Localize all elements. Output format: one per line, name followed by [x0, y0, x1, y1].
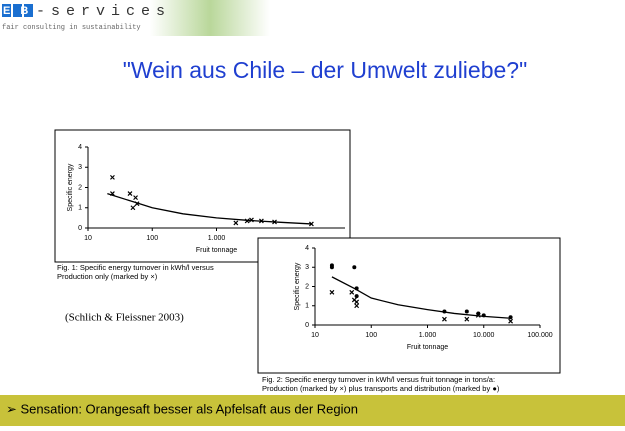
logo-block: [24, 4, 33, 17]
trend-line: [107, 192, 312, 225]
y-tick-label: 4: [305, 245, 309, 252]
data-point: [233, 220, 239, 226]
y-tick-label: 4: [78, 144, 82, 151]
x-tick-label: 1.000: [208, 235, 226, 242]
x-tick-label: 100: [365, 332, 377, 339]
y-tick-label: 3: [305, 264, 309, 271]
y-tick-label: 1: [305, 303, 309, 310]
x-tick-label: 10.000: [473, 332, 495, 339]
y-axis-label: Specific energy: [294, 262, 301, 310]
data-point: [352, 265, 357, 270]
data-point: [354, 294, 359, 299]
citation: (Schlich & Fleissner 2003): [65, 312, 184, 324]
logo-suffix: -services: [36, 3, 171, 20]
footer-bar: [0, 395, 625, 426]
figure-caption: Fig. 2: Specific energy turnover in kWh/…: [262, 375, 495, 384]
data-point: [133, 195, 138, 201]
figure-caption: Fig. 1: Specific energy turnover in kWh/…: [57, 263, 214, 272]
y-axis-label: Specific energy: [67, 163, 74, 211]
y-tick-label: 2: [305, 283, 309, 290]
data-point: [354, 299, 360, 305]
footer-text: ➢ Sensation: Orangesaft besser als Apfel…: [6, 401, 358, 416]
logo-block: [13, 4, 22, 17]
data-point: [476, 311, 481, 316]
x-tick-label: 100.000: [527, 332, 552, 339]
data-point: [464, 309, 469, 314]
chart-frame: [257, 237, 561, 374]
data-point: [442, 316, 447, 322]
trend-line: [331, 276, 511, 319]
header-foliage: [150, 0, 270, 36]
x-tick-label: 100: [146, 235, 158, 242]
data-point: [354, 303, 360, 309]
x-tick-label: 10: [311, 332, 319, 339]
figure-caption: Production only (marked by ×): [57, 272, 158, 281]
x-axis-label: Fruit tonnage: [407, 344, 448, 351]
x-tick-label: 10: [84, 235, 92, 242]
data-point: [130, 205, 136, 211]
tagline: fair consulting in sustainability: [2, 24, 141, 32]
data-point: [329, 289, 335, 295]
y-tick-label: 0: [305, 322, 309, 329]
y-tick-label: 3: [78, 164, 82, 171]
y-tick-label: 2: [78, 184, 82, 191]
figure-caption: Production (marked by ×) plus transports…: [262, 384, 500, 393]
y-tick-label: 1: [78, 205, 82, 212]
slide-title: "Wein aus Chile – der Umwelt zuliebe?": [123, 57, 528, 83]
data-point: [464, 316, 470, 322]
data-point: [329, 265, 334, 270]
data-point: [110, 174, 115, 180]
data-point: [127, 191, 133, 196]
logo: E B I: [3, 5, 45, 17]
data-point: [508, 318, 514, 324]
logo-block: [2, 4, 11, 17]
x-tick-label: 1.000: [419, 332, 437, 339]
y-tick-label: 0: [78, 225, 82, 232]
chart: 0 1 2 3 4 10 100 1.000 10.000 100.000 Fruit tonnag…: [257, 237, 561, 374]
data-point: [349, 289, 355, 295]
x-axis-label: Fruit tonnage: [196, 247, 237, 254]
